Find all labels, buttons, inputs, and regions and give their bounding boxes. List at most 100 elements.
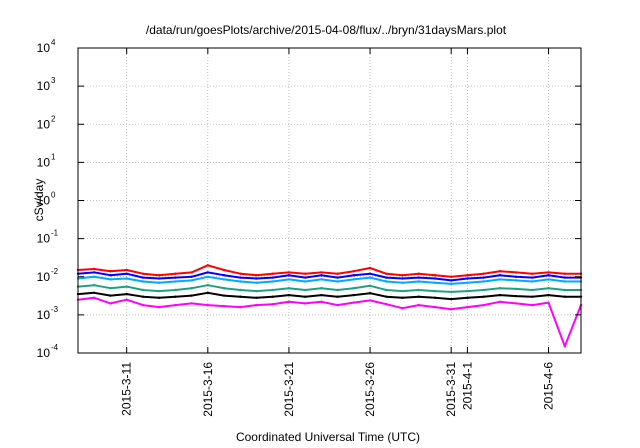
series-2-point [401,281,404,284]
series-4-point [563,295,566,298]
series-0-point [320,271,323,274]
series-0-point [401,274,404,277]
y-tick-label: 10 [37,41,51,55]
series-1-point [109,274,112,277]
series-0-point [287,271,291,274]
series-line-2 [77,275,581,285]
series-4-point [141,295,145,298]
series-4-point [450,297,453,301]
series-1-point [336,276,339,279]
series-1-point [466,277,469,280]
series-1-point [174,276,177,279]
series-4-point [190,294,193,297]
series-2-point [433,281,437,284]
series-1-point [304,276,307,279]
series-3-point [174,288,177,292]
series-4-point [125,292,128,296]
series-5-point [417,303,420,307]
series-2-point [320,278,323,281]
series-4-point [498,293,502,297]
series-4-point [433,296,437,299]
series-1-point [93,271,96,274]
series-4-point [206,291,209,294]
series-2-point [109,278,112,281]
y-tick-exponent: 0 [51,191,56,200]
y-tick-label: 10 [37,270,51,284]
series-0-point [255,274,258,277]
x-tick-label: 2015-3-16 [201,362,215,417]
series-2-point [255,281,258,284]
series-0-point [385,272,388,275]
series-0-point [190,271,193,274]
series-line-3 [77,284,581,293]
series-5-point [206,303,209,307]
series-1-point [352,274,355,277]
series-1-point [320,274,323,277]
series-5-point [466,305,469,309]
series-2-point [141,280,145,283]
series-3-point [368,284,372,287]
y-tick-exponent: -3 [51,305,59,314]
series-5-point [287,300,291,303]
series-1-point [271,276,274,279]
series-2-point [514,279,518,282]
series-4-point [466,296,469,299]
series-5-point [498,300,502,303]
series-2-point [93,275,96,278]
series-2-point [157,281,161,284]
series-1-point [498,274,502,277]
series-2-point [336,280,339,283]
y-tick-exponent: -1 [51,229,59,238]
series-1-point [239,276,242,279]
series-4-point [287,293,291,297]
series-1-point [368,272,372,275]
series-4-point [109,294,112,297]
series-0-point [417,272,420,275]
series-0-point [498,270,502,273]
series-3-point [239,288,242,292]
series-0-point [450,275,453,278]
series-3-point [336,288,339,292]
x-tick-label: 2015-4-6 [542,362,556,410]
series-4-point [157,296,161,299]
series-1-point [206,271,209,274]
y-tick-exponent: 3 [51,76,56,85]
y-tick-label: 10 [37,308,51,322]
series-5-point [547,301,550,304]
series-3-point [482,288,485,292]
series-4-point [385,295,388,298]
series-0-point [157,274,161,277]
series-4-point [336,295,339,298]
series-0-point [239,272,242,275]
series-2-point [206,275,209,278]
series-5-point [157,305,161,309]
series-0-point [125,268,128,272]
series-2-point [222,278,226,281]
series-2-point [547,278,550,281]
series-5-point [239,305,242,309]
x-axis: 2015-3-11 2015-3-16 2015-3-21 2015-3-26 2015… [120,48,556,417]
series-1-point [255,277,258,280]
y-tick-exponent: 2 [51,114,56,123]
x-axis-label: Coordinated Universal Time (UTC) [236,430,420,444]
series-0-point [547,271,550,274]
series-3-point [287,287,291,290]
series-4-point [514,294,518,298]
series-4-point [547,293,550,297]
series-0-point [222,268,226,272]
series-5-point [109,302,112,305]
series-1-point [531,276,534,279]
series-5-point [141,303,145,307]
series-4-point [174,295,177,298]
series-4-point [417,295,420,298]
series-0-point [352,270,355,273]
series-2-point [417,280,420,283]
series-0-point [206,264,209,267]
series-3-point [304,288,307,292]
series-0-point [433,274,437,277]
series-3-point [157,289,161,293]
chart-title: /data/run/goesPlots/archive/2015-04-08/f… [146,23,507,37]
series-0-point [514,271,518,274]
